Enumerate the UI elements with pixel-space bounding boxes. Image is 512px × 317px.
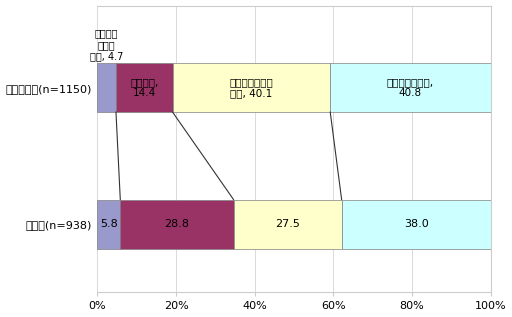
Text: 出かけた,
14.4: 出かけた, 14.4	[130, 77, 158, 98]
Bar	[342, 199, 491, 249]
Text: 出かけなかった,
40.8: 出かけなかった, 40.8	[387, 77, 434, 98]
Bar	[120, 199, 233, 249]
Bar	[330, 63, 490, 112]
Text: 28.8: 28.8	[164, 219, 189, 229]
Text: 5.8: 5.8	[100, 219, 118, 229]
Text: 38.0: 38.0	[404, 219, 429, 229]
Bar	[116, 63, 173, 112]
Text: 27.5: 27.5	[275, 219, 300, 229]
Text: 出かける
予定で
ある, 4.7: 出かける 予定で ある, 4.7	[90, 28, 123, 61]
Bar	[97, 199, 120, 249]
Bar	[233, 199, 342, 249]
Bar	[173, 63, 330, 112]
Bar	[97, 63, 116, 112]
Text: 出かける予定は
ない, 40.1: 出かける予定は ない, 40.1	[229, 77, 273, 98]
